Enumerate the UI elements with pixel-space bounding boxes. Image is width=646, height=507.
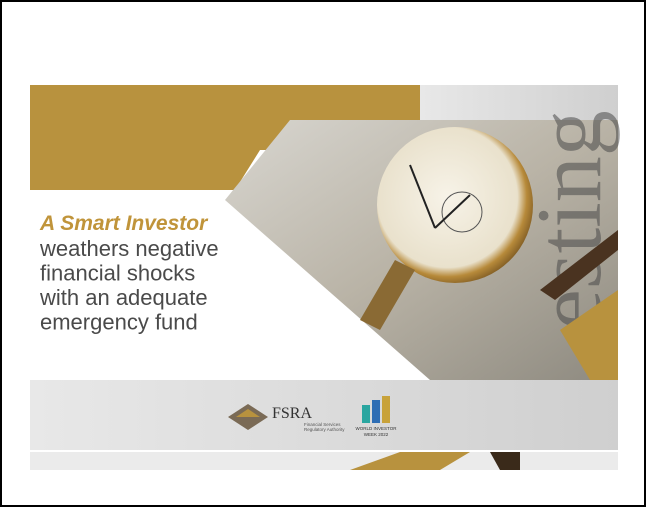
headline-line: with an adequate [39, 285, 208, 310]
headline-highlight: A Smart Investor [39, 212, 209, 235]
fsra-sub: Regulatory Authority [304, 427, 345, 432]
headline-line: weathers negative [39, 236, 219, 261]
gold-band-lower [30, 150, 260, 190]
wiw-mark [382, 396, 390, 423]
footer-strip [30, 452, 618, 470]
footer-band [30, 380, 618, 450]
wiw-text: WEEK 2022 [364, 432, 389, 437]
headline-line: emergency fund [40, 310, 198, 335]
wiw-mark [372, 400, 380, 423]
photo-text: esting [518, 110, 620, 330]
fsra-name: FSRA [272, 405, 312, 422]
wiw-mark [362, 405, 370, 423]
clock [377, 127, 533, 283]
headline-line: financial shocks [40, 261, 195, 286]
poster: esting A Smart Investor weathers negativ… [0, 0, 646, 507]
wiw-text: WORLD INVESTOR [356, 426, 398, 431]
